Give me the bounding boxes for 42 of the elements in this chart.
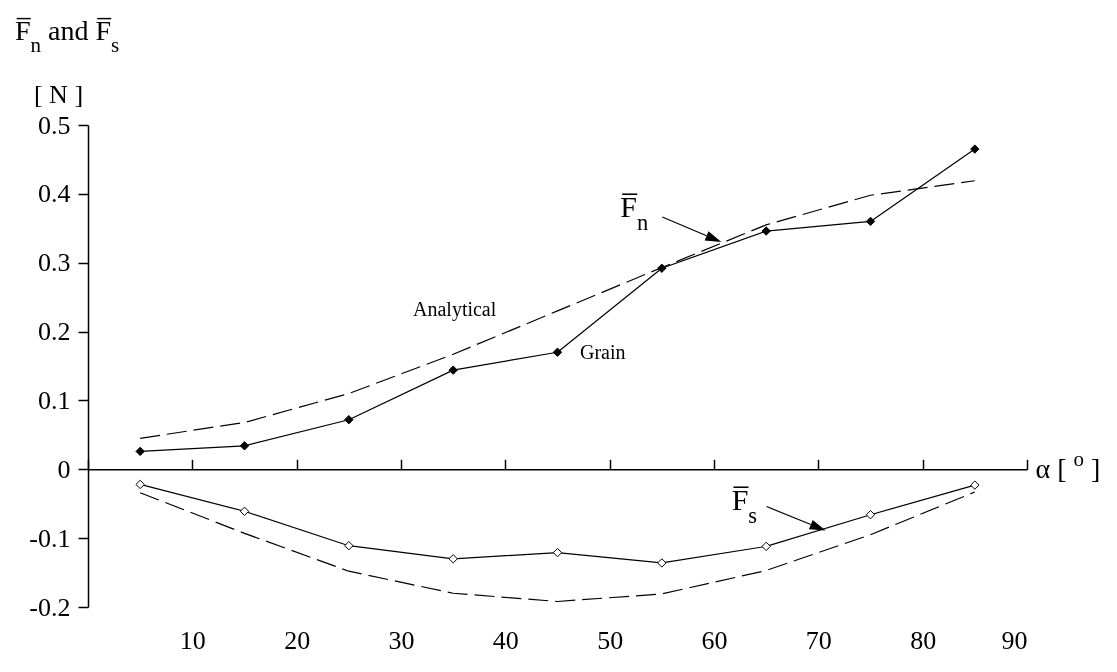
y-tick-label: 0.5: [38, 110, 71, 140]
y-tick-label: 0.3: [38, 248, 71, 278]
x-axis-title: α [ $^{o}$ ]: [1035, 446, 1101, 484]
y-axis-title: [ N ]: [33, 79, 84, 109]
y-tick-label: 0.2: [38, 317, 71, 347]
point: [448, 554, 458, 564]
point: [657, 263, 667, 273]
x-tick-label: 80: [910, 625, 937, 655]
point: [970, 144, 980, 154]
point: [865, 216, 876, 227]
x-tick-label: 30: [388, 625, 415, 655]
annotation: F̅$_{s}$: [731, 482, 758, 528]
point: [239, 506, 250, 516]
point: [344, 415, 354, 425]
y-tick-label: -0.1: [29, 523, 71, 553]
point: [552, 547, 563, 558]
x-tick-label: 90: [1001, 625, 1028, 655]
point: [657, 558, 667, 568]
point: [761, 541, 771, 552]
annotation: Analytical: [413, 298, 497, 321]
x-tick-label: 60: [701, 625, 728, 655]
y-tick-label: 0: [57, 454, 71, 484]
y-tick-label: 0.4: [38, 179, 71, 209]
annotation: Grain: [580, 341, 626, 363]
x-tick-label: 40: [492, 625, 519, 655]
point: [552, 347, 563, 357]
x-tick-label: 10: [179, 625, 206, 655]
point: [865, 510, 876, 520]
x-tick-label: 70: [805, 625, 832, 655]
point: [344, 541, 354, 551]
point: [970, 480, 980, 490]
y-tick-label: -0.2: [29, 592, 71, 622]
annotation: F̅$_{n}$: [620, 190, 649, 235]
point: [239, 441, 250, 451]
point: [135, 446, 145, 457]
x-tick-label: 50: [597, 625, 624, 655]
point: [135, 479, 145, 490]
point: [448, 365, 458, 375]
chart-title: F̅$_{n}$ and F̅$_{s}$: [15, 15, 120, 57]
y-tick-label: 0.1: [38, 385, 71, 415]
x-tick-label: 20: [284, 625, 311, 655]
point: [761, 226, 771, 236]
